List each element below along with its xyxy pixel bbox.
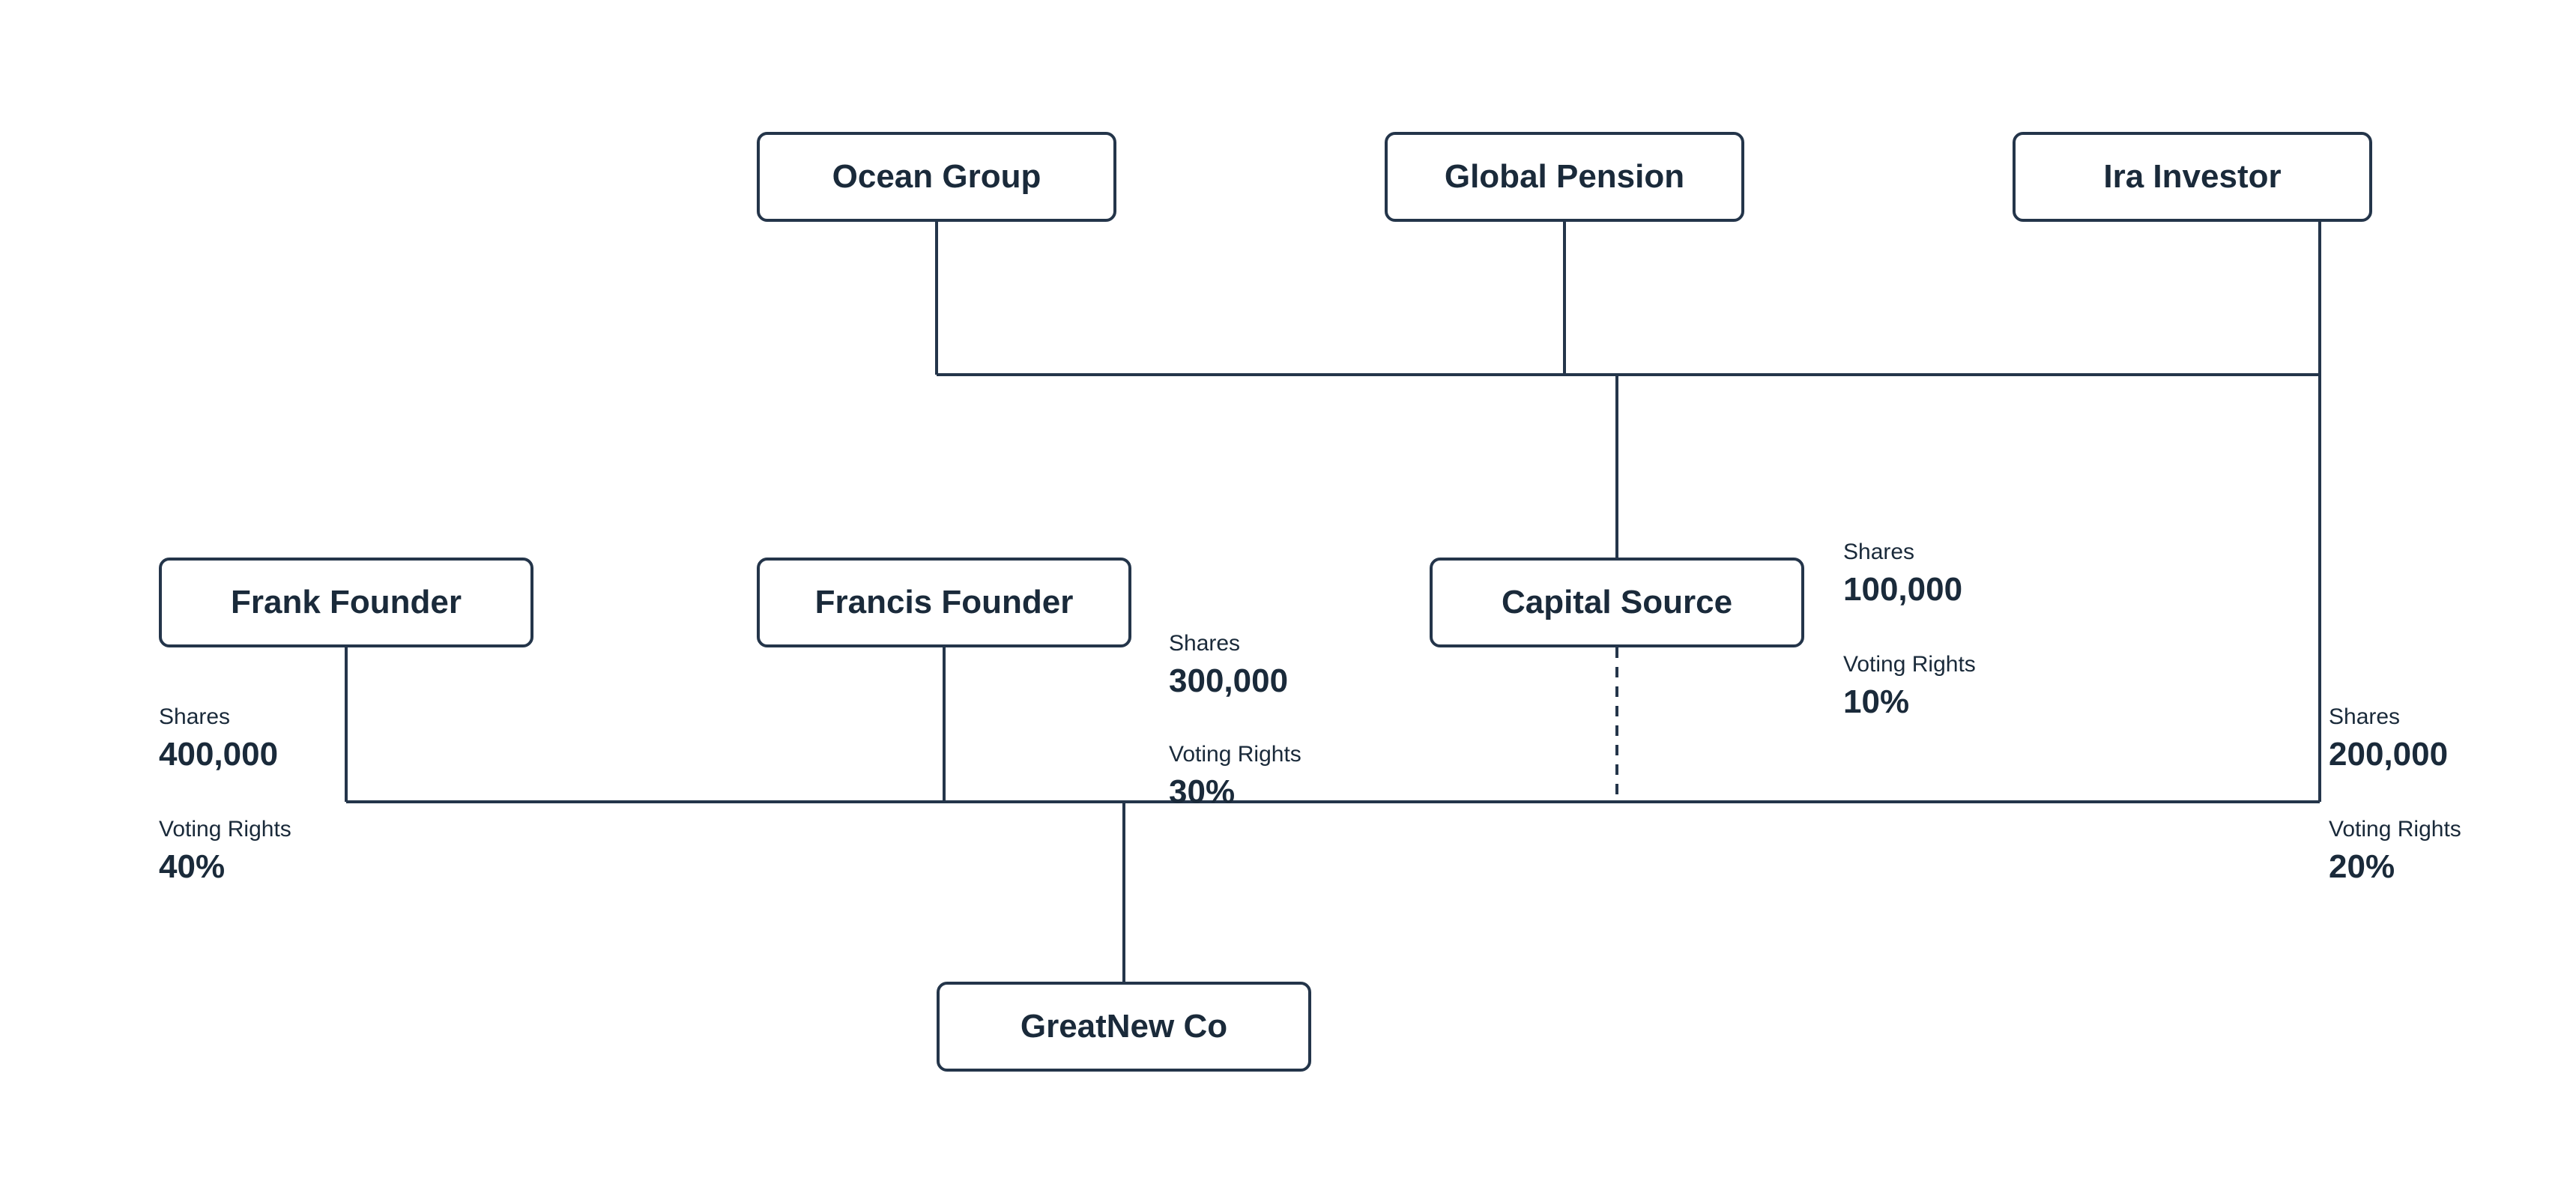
node-label: Global Pension (1445, 158, 1684, 196)
node-ocean-group: Ocean Group (757, 132, 1116, 222)
anno-label: Voting Rights (1843, 652, 1976, 677)
node-label: GreatNew Co (1021, 1008, 1227, 1045)
anno-value: 100,000 (1843, 571, 1962, 608)
node-francis-founder: Francis Founder (757, 558, 1131, 647)
anno-value: 40% (159, 848, 291, 886)
node-ira-investor: Ira Investor (2013, 132, 2372, 222)
node-greatnew-co: GreatNew Co (937, 982, 1311, 1072)
node-global-pension: Global Pension (1385, 132, 1744, 222)
anno-value: 300,000 (1169, 662, 1288, 700)
anno-francis-voting: Voting Rights 30% (1169, 742, 1301, 811)
node-label: Ira Investor (2103, 158, 2281, 196)
anno-capital-shares: Shares 100,000 (1843, 540, 1962, 608)
node-frank-founder: Frank Founder (159, 558, 533, 647)
anno-value: 30% (1169, 773, 1301, 811)
anno-label: Shares (1169, 631, 1288, 656)
anno-label: Shares (2329, 704, 2448, 730)
node-label: Francis Founder (815, 584, 1074, 621)
node-label: Frank Founder (231, 584, 462, 621)
node-capital-source: Capital Source (1430, 558, 1804, 647)
anno-frank-shares: Shares 400,000 (159, 704, 278, 773)
anno-label: Voting Rights (1169, 742, 1301, 767)
node-label: Capital Source (1502, 584, 1732, 621)
anno-frank-voting: Voting Rights 40% (159, 817, 291, 886)
anno-label: Voting Rights (2329, 817, 2461, 842)
anno-value: 400,000 (159, 736, 278, 773)
anno-ira-shares: Shares 200,000 (2329, 704, 2448, 773)
anno-capital-voting: Voting Rights 10% (1843, 652, 1976, 721)
anno-francis-shares: Shares 300,000 (1169, 631, 1288, 700)
anno-value: 200,000 (2329, 736, 2448, 773)
anno-label: Shares (1843, 540, 1962, 565)
node-label: Ocean Group (832, 158, 1041, 196)
anno-value: 10% (1843, 683, 1976, 721)
diagram-canvas: Ocean Group Global Pension Ira Investor … (0, 0, 2576, 1187)
anno-value: 20% (2329, 848, 2461, 886)
anno-label: Voting Rights (159, 817, 291, 842)
anno-label: Shares (159, 704, 278, 730)
anno-ira-voting: Voting Rights 20% (2329, 817, 2461, 886)
